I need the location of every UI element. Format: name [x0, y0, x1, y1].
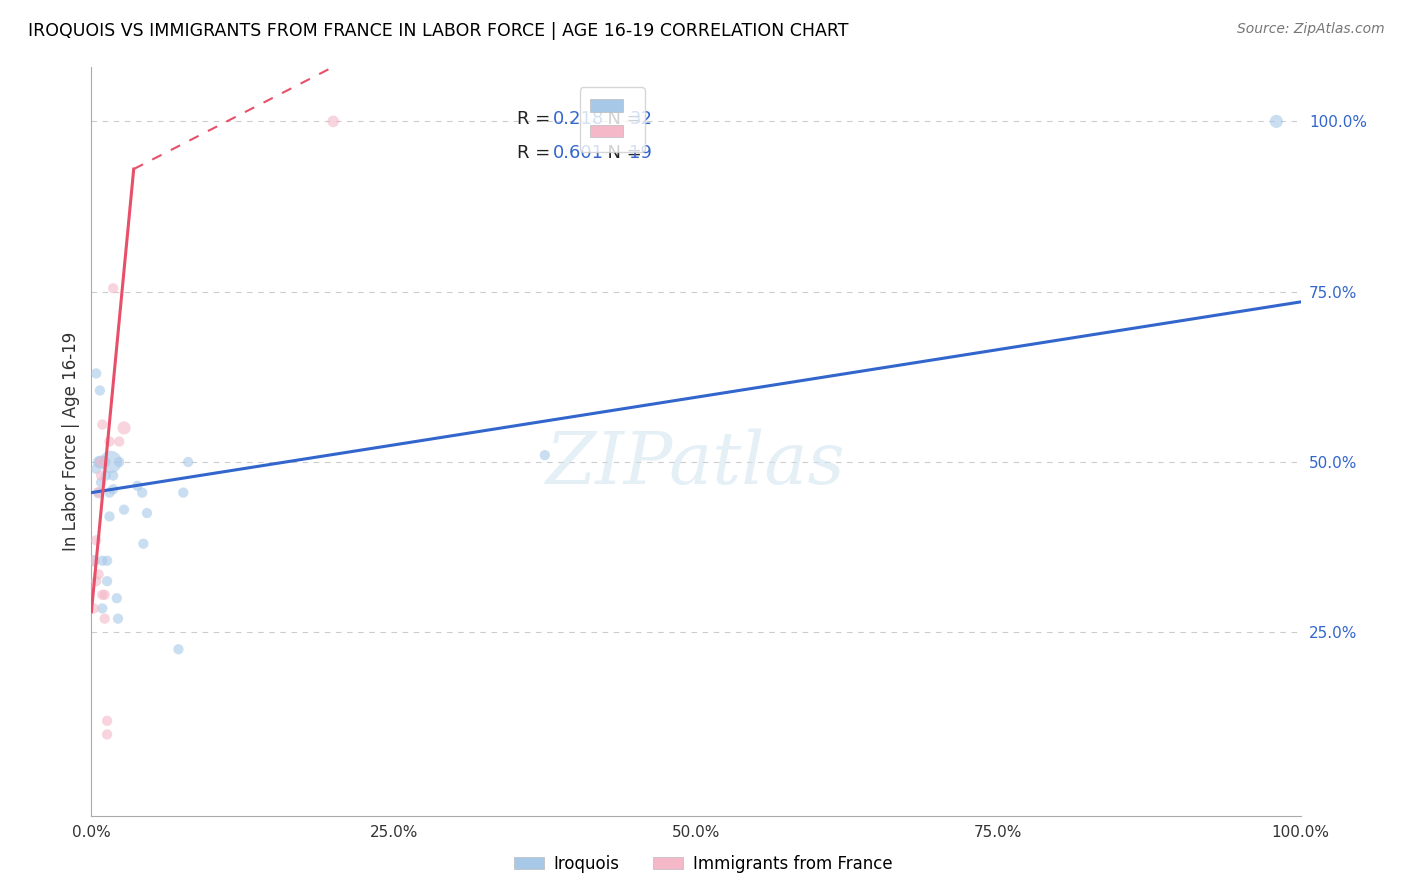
Text: ZIPatlas: ZIPatlas: [546, 429, 846, 500]
Text: IROQUOIS VS IMMIGRANTS FROM FRANCE IN LABOR FORCE | AGE 16-19 CORRELATION CHART: IROQUOIS VS IMMIGRANTS FROM FRANCE IN LA…: [28, 22, 849, 40]
Point: [96, 727, 118, 741]
Point: [87, 485, 110, 500]
Point: [177, 455, 200, 469]
Point: [1265, 114, 1288, 128]
Point: [83, 554, 105, 568]
Legend: , : ,: [579, 87, 644, 152]
Text: 0.218: 0.218: [554, 111, 605, 128]
Point: [533, 448, 555, 462]
Point: [90, 468, 112, 483]
Point: [87, 485, 110, 500]
Text: Source: ZipAtlas.com: Source: ZipAtlas.com: [1237, 22, 1385, 37]
Point: [101, 281, 124, 295]
Point: [96, 554, 118, 568]
Point: [83, 554, 105, 568]
Point: [167, 642, 190, 657]
Point: [91, 588, 114, 602]
Point: [90, 455, 112, 469]
Point: [112, 502, 135, 516]
Point: [101, 468, 124, 483]
Point: [91, 417, 114, 432]
Point: [172, 485, 194, 500]
Text: 0.601: 0.601: [554, 145, 605, 162]
Point: [98, 434, 121, 449]
Point: [322, 114, 344, 128]
Point: [131, 485, 153, 500]
Point: [96, 574, 118, 589]
Point: [94, 468, 117, 483]
Point: [83, 601, 105, 615]
Text: R =: R =: [517, 145, 555, 162]
Point: [93, 455, 115, 469]
Point: [132, 537, 155, 551]
Text: N =: N =: [596, 111, 647, 128]
Point: [98, 485, 121, 500]
Point: [101, 482, 124, 496]
Point: [90, 455, 112, 469]
Point: [108, 434, 131, 449]
Point: [93, 612, 115, 626]
Point: [89, 384, 111, 398]
Point: [87, 455, 110, 469]
Point: [84, 367, 107, 381]
Point: [91, 554, 114, 568]
Point: [96, 714, 118, 728]
Point: [98, 509, 121, 524]
Point: [100, 455, 122, 469]
Point: [105, 591, 128, 606]
Y-axis label: In Labor Force | Age 16-19: In Labor Force | Age 16-19: [62, 332, 80, 551]
Text: 32: 32: [630, 111, 652, 128]
Point: [84, 462, 107, 476]
Text: 19: 19: [630, 145, 652, 162]
Text: N =: N =: [596, 145, 647, 162]
Legend: Iroquois, Immigrants from France: Iroquois, Immigrants from France: [506, 848, 900, 880]
Point: [90, 475, 112, 490]
Point: [136, 506, 159, 520]
Point: [127, 479, 149, 493]
Point: [93, 588, 115, 602]
Point: [91, 601, 114, 615]
Point: [87, 567, 110, 582]
Point: [112, 421, 135, 435]
Point: [84, 574, 107, 589]
Point: [108, 455, 131, 469]
Point: [84, 533, 107, 548]
Point: [107, 612, 129, 626]
Text: R =: R =: [517, 111, 555, 128]
